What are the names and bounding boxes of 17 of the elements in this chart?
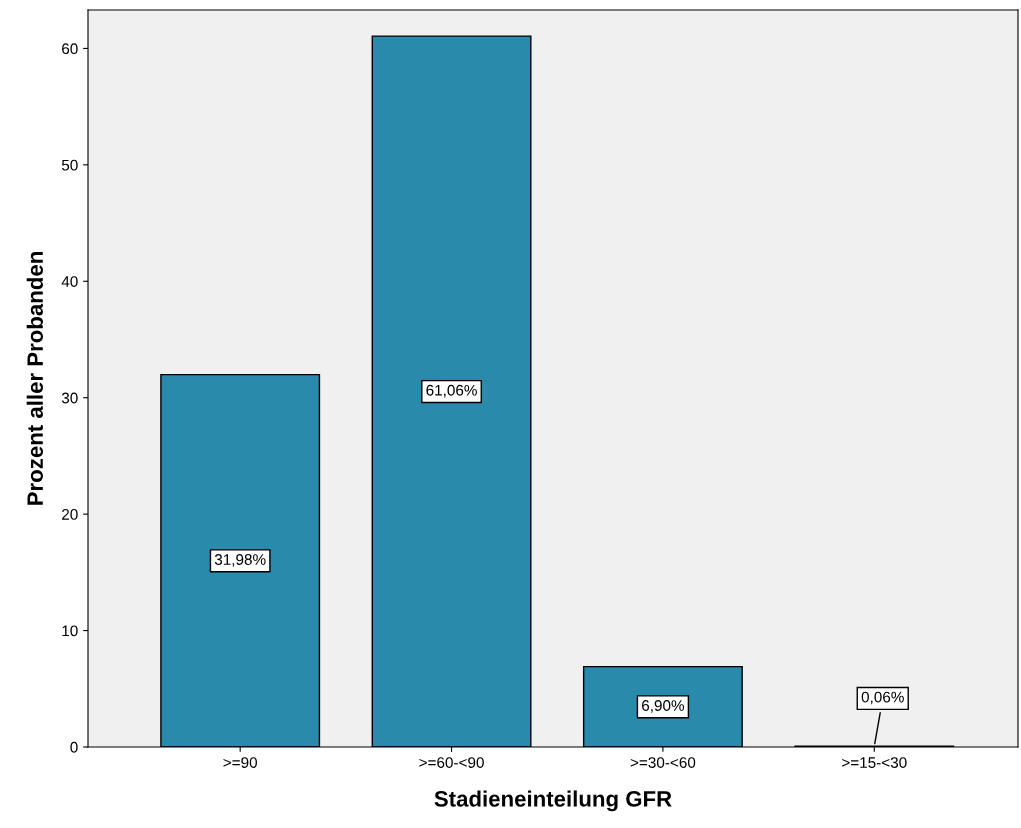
x-tick-label: >=90: [223, 757, 257, 768]
data-label: 61,06%: [426, 384, 477, 398]
x-tick-label: >=30-<60: [630, 757, 696, 768]
data-label: 31,98%: [214, 554, 266, 567]
y-tick-label: 10: [62, 625, 78, 637]
y-tick-label: 0: [70, 741, 78, 753]
x-tick-label: >=60-<90: [419, 757, 484, 768]
y-tick-label: 50: [61, 159, 78, 171]
y-tick-label: 20: [62, 509, 78, 520]
data-label: 6,90%: [642, 700, 685, 713]
y-tick-label: 40: [61, 276, 78, 287]
y-tick-label: 30: [61, 392, 78, 404]
x-tick-label: >=15-<30: [842, 757, 907, 768]
x-axis-title: Stadieneinteilung GFR: [434, 790, 672, 812]
y-axis-title: Prozent aller Probanden: [26, 252, 43, 505]
data-label: 0,06%: [861, 691, 904, 705]
y-tick-label: 60: [62, 43, 78, 55]
